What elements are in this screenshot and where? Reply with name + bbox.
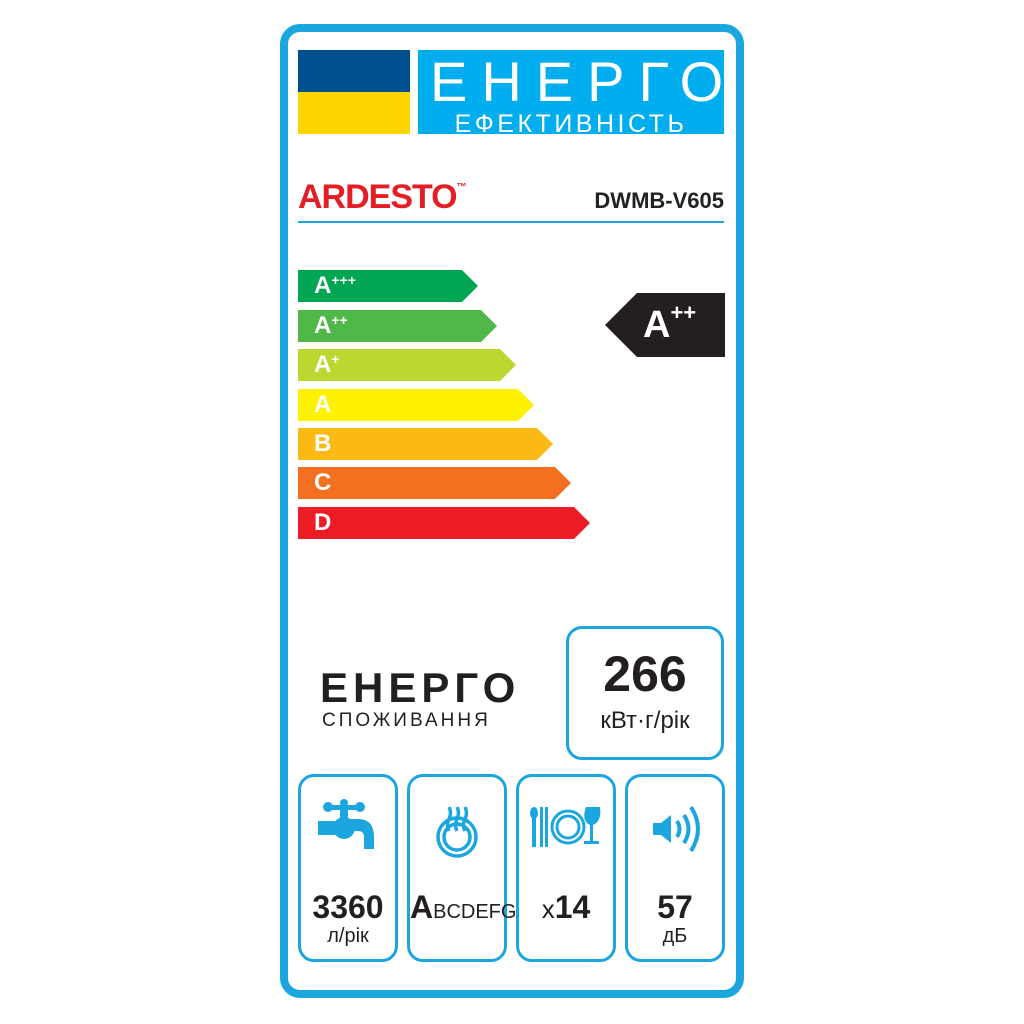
trademark: ™ — [456, 182, 467, 193]
class-sup: ++ — [331, 312, 348, 328]
consumption-value: 266 — [603, 646, 687, 702]
rating-sup: ++ — [670, 300, 697, 325]
capacity-box: x14 — [516, 774, 616, 962]
consumption-box: 266 кВт·г/рік — [566, 626, 724, 760]
brand-name: ARDESTO — [298, 178, 458, 216]
class-label: A — [314, 272, 332, 299]
energy-class-arrow: C — [298, 467, 571, 499]
brand-logo: ARDESTO™ — [298, 178, 467, 217]
noise-unit: дБ — [662, 925, 688, 947]
water-box: 3360 л/рік — [298, 774, 398, 962]
class-sup: +++ — [331, 272, 356, 288]
energy-class-arrow: A+++ — [298, 270, 478, 302]
class-label: A — [314, 351, 332, 378]
drying-class-current: A — [410, 889, 434, 925]
consumption-subtitle: СПОЖИВАННЯ — [322, 710, 491, 731]
place-settings-icon — [530, 807, 601, 847]
energy-class-arrow: A++ — [298, 310, 497, 342]
class-label: C — [314, 469, 332, 496]
water-tap-icon — [318, 799, 374, 849]
drying-class-rest: BCDEFG — [433, 901, 517, 923]
water-value: 3360 — [312, 889, 384, 925]
class-sup: + — [331, 351, 340, 367]
capacity-value: x14 — [519, 889, 613, 927]
noise-speaker-icon — [653, 805, 700, 853]
class-label: A — [314, 391, 332, 418]
drying-box: ABCDEFG — [407, 774, 516, 962]
consumption-unit: кВт·г/рік — [600, 707, 690, 734]
header-banner: ЕНЕРГО ЕФЕКТИВНІСТЬ — [418, 50, 738, 138]
class-label: A — [314, 312, 332, 339]
energy-class-arrow: A+ — [298, 349, 516, 381]
header-title: ЕНЕРГО — [430, 50, 738, 113]
flag-yellow — [298, 92, 410, 134]
header-subtitle: ЕФЕКТИВНІСТЬ — [454, 110, 688, 138]
drying-plate-icon — [436, 806, 478, 858]
label-frame — [280, 24, 744, 998]
class-label: B — [314, 430, 332, 457]
class-label: D — [314, 509, 332, 536]
noise-box: 57 дБ — [625, 774, 725, 962]
model-number: DWMB-V605 — [594, 188, 724, 213]
water-unit: л/рік — [327, 925, 369, 947]
noise-value: 57 — [657, 889, 693, 925]
energy-class-arrow: D — [298, 507, 590, 539]
energy-class-arrow: A — [298, 389, 534, 421]
consumption-title: ЕНЕРГО — [320, 664, 521, 711]
capacity-prefix: x — [541, 894, 555, 924]
capacity-number: 14 — [554, 889, 591, 925]
rating-label: A — [643, 304, 671, 346]
drying-class: ABCDEFG — [410, 889, 516, 930]
divider — [298, 221, 724, 223]
flag-blue — [298, 50, 410, 92]
energy-class-arrow: B — [298, 428, 553, 460]
